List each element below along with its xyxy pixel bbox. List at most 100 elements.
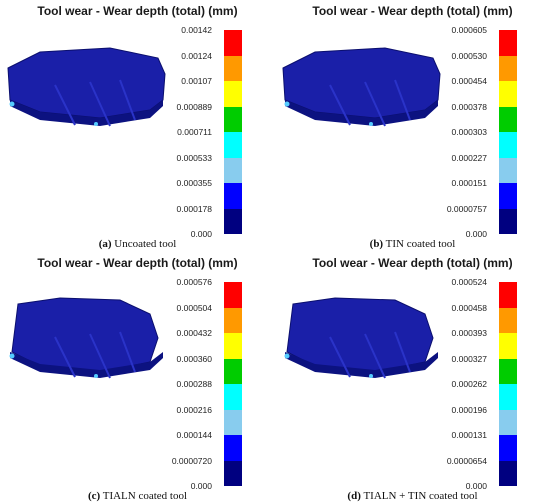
panel-caption: (c) TIALN coated tool — [0, 490, 275, 502]
colorbar-tick-label: 0.000216 — [176, 404, 212, 415]
colorbar-tick-label: 0.000355 — [176, 178, 212, 188]
colorbar-segment — [499, 132, 517, 158]
colorbar-tick-labels: 0.000605 0.000530 0.000454 0.000378 0.000303… — [435, 0, 487, 239]
colorbar-tick-label: 0.000393 — [451, 328, 487, 338]
tool-model — [282, 47, 441, 127]
colorbar-tick-label: 0.000458 — [451, 302, 487, 313]
colorbar-tick-label: 0.000 — [190, 229, 212, 239]
colorbar-segment — [499, 183, 517, 209]
colorbar-tick-label: 0.0000757 — [446, 203, 487, 214]
colorbar-segment — [499, 358, 517, 384]
colorbar-tick-label: 0.000711 — [177, 127, 212, 137]
colorbar-segment — [499, 384, 517, 410]
colorbar-tick-label: 0.000227 — [451, 152, 487, 163]
colorbar-tick-label: 0.000262 — [451, 379, 487, 389]
wear-spot — [94, 122, 98, 126]
panel-title: Tool wear - Wear depth (total) (mm) — [312, 256, 513, 270]
colorbar-tick-label: 0.000454 — [451, 76, 487, 86]
colorbar-segment — [499, 208, 517, 234]
colorbar — [499, 282, 517, 486]
tool-model — [284, 297, 438, 379]
caption-text: TIALN coated tool — [102, 490, 188, 502]
wear-spot — [369, 122, 373, 126]
cutting-edges — [54, 331, 136, 379]
cutting-edges — [329, 79, 411, 127]
colorbar-segment — [499, 157, 517, 183]
colorbar-segment — [224, 157, 242, 183]
colorbar-segment — [499, 81, 517, 107]
colorbar-segment — [499, 55, 517, 81]
colorbar-tick-label: 0.000151 — [451, 178, 487, 188]
colorbar-tick-label: 0.000576 — [176, 277, 212, 287]
colorbar-tick-label: 0.000288 — [176, 379, 212, 389]
caption-letter: (d) — [347, 490, 361, 502]
panel-a: Tool wear - Wear depth (total) (mm) 0.00… — [0, 0, 275, 252]
colorbar-segment — [224, 30, 242, 56]
colorbar-tick-label: 0.0000720 — [171, 455, 212, 466]
tool-model — [7, 47, 166, 127]
colorbar-segment — [224, 183, 242, 209]
colorbar-segment — [499, 460, 517, 486]
colorbar-tick-label: 0.000 — [465, 481, 487, 491]
colorbar-segment — [499, 409, 517, 435]
tool-body — [7, 47, 166, 119]
colorbar-tick-label: 0.000605 — [451, 25, 487, 35]
colorbar-segment — [224, 132, 242, 158]
colorbar-segment — [224, 384, 242, 410]
colorbar-tick-label: 0.000360 — [176, 353, 212, 364]
colorbar-segment — [224, 435, 242, 461]
caption-text: TIALN + TIN coated tool — [363, 490, 478, 502]
colorbar-tick-label: 0.000533 — [176, 152, 212, 163]
colorbar-segment — [224, 307, 242, 333]
tool-side — [285, 100, 438, 126]
panel-b: Tool wear - Wear depth (total) (mm) 0.00… — [275, 0, 550, 252]
panel-title: Tool wear - Wear depth (total) (mm) — [37, 4, 238, 18]
caption-text: Uncoated tool — [114, 238, 177, 250]
colorbar-segment — [499, 307, 517, 333]
colorbar-segment — [499, 282, 517, 308]
colorbar-tick-label: 0.000889 — [176, 101, 212, 112]
colorbar-tick-label: 0.00142 — [181, 25, 212, 35]
colorbar-tick-label: 0.000144 — [176, 430, 212, 440]
colorbar-tick-labels: 0.000524 0.000458 0.000393 0.000327 0.000262… — [435, 252, 487, 491]
colorbar-segment — [499, 333, 517, 359]
panel-title: Tool wear - Wear depth (total) (mm) — [37, 256, 238, 270]
colorbar-tick-label: 0.0000654 — [446, 455, 487, 466]
colorbar-tick-label: 0.000 — [190, 481, 212, 491]
tool-body — [282, 47, 441, 119]
caption-text: TIN coated tool — [385, 238, 456, 250]
panel-c: Tool wear - Wear depth (total) (mm) 0.00… — [0, 252, 275, 504]
cutting-edges — [54, 79, 136, 127]
colorbar-tick-label: 0.000504 — [176, 302, 212, 313]
tool-body — [11, 297, 159, 373]
colorbar-tick-label: 0.000 — [465, 229, 487, 239]
colorbar-tick-label: 0.000378 — [451, 101, 487, 112]
colorbar-tick-label: 0.000432 — [176, 328, 212, 338]
wear-spot — [284, 101, 290, 107]
wear-spot — [9, 353, 15, 359]
panel-caption: (d) TIALN + TIN coated tool — [275, 490, 550, 502]
tool-body — [286, 297, 434, 373]
colorbar-segment — [224, 409, 242, 435]
caption-letter: (a) — [98, 238, 112, 250]
colorbar-segment — [224, 208, 242, 234]
panel-title: Tool wear - Wear depth (total) (mm) — [312, 4, 513, 18]
wear-spot — [284, 353, 290, 359]
tool-side — [10, 352, 163, 378]
wear-spot — [9, 101, 15, 107]
colorbar-segment — [499, 106, 517, 132]
colorbar-segment — [224, 333, 242, 359]
colorbar-tick-label: 0.000327 — [451, 353, 487, 364]
panel-d: Tool wear - Wear depth (total) (mm) 0.00… — [275, 252, 550, 504]
caption-letter: (b) — [369, 238, 384, 250]
wear-spot — [94, 374, 98, 378]
colorbar-segment — [499, 30, 517, 56]
colorbar-tick-label: 0.000196 — [451, 404, 487, 415]
colorbar-tick-label: 0.000530 — [451, 50, 487, 61]
colorbar — [224, 30, 242, 234]
colorbar-tick-label: 0.000524 — [451, 277, 487, 287]
colorbar-segment — [224, 106, 242, 132]
panel-caption: (b) TIN coated tool — [275, 238, 550, 250]
colorbar-tick-labels: 0.000576 0.000504 0.000432 0.000360 0.000288… — [160, 252, 212, 491]
colorbar-tick-label: 0.00107 — [181, 76, 212, 86]
